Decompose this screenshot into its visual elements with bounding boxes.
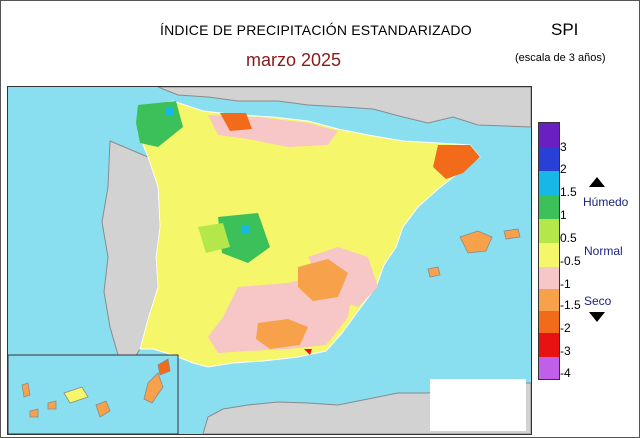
legend-tick: 0.5 [560, 231, 577, 245]
legend-tick: -4 [560, 366, 571, 380]
legend-color-bar [538, 122, 560, 380]
legend-swatch-minus-2 [539, 333, 559, 357]
menorca-landmass [503, 228, 521, 240]
spi-extreme-dry-spot [304, 349, 312, 355]
canary-island-la-palma [21, 382, 31, 398]
legend-tick: -1.5 [560, 298, 581, 312]
legend-swatch-minus-3 [539, 357, 559, 379]
spi-very-dry-catalonia [433, 145, 480, 179]
legend-tick: 1 [560, 208, 567, 222]
spi-very-dry-south [256, 319, 308, 349]
legend-tick: -3 [560, 344, 571, 358]
dry-arrow-icon [589, 312, 605, 322]
legend-tick: 2 [560, 162, 567, 176]
spi-very-dry-cantabria [220, 113, 252, 131]
legend-category-wet: Húmedo [583, 195, 629, 209]
scale-note: (escala de 3 años) [515, 52, 606, 64]
legend-swatch-3 [539, 123, 559, 147]
spi-wet-centre [218, 213, 270, 263]
legend-swatch-normal [539, 243, 559, 267]
legend-swatch-minus-1-5 [539, 311, 559, 333]
index-name: SPI [551, 20, 579, 39]
wet-arrow-icon [589, 177, 605, 187]
legend-tick: -0.5 [560, 254, 581, 268]
legend-swatch-0-5 [539, 219, 559, 243]
spi-map-canvas [8, 87, 531, 434]
legend-tick: 1.5 [560, 185, 577, 199]
spain-landmass [137, 100, 481, 368]
canary-island-lanzarote [157, 358, 171, 376]
canary-island-tenerife [63, 386, 89, 404]
spi-moderately-wet-centre [198, 223, 230, 253]
spi-map [7, 86, 532, 435]
legend-category-normal: Normal [584, 244, 623, 258]
legend-category-dry: Seco [584, 294, 612, 308]
legend-tick: -1 [560, 277, 571, 291]
mallorca-landmass [459, 230, 493, 254]
legend-swatch-minus-0-5 [539, 267, 559, 289]
france-landmass [157, 87, 531, 128]
ibiza-landmass [427, 266, 441, 278]
legend-swatch-minus-1 [539, 289, 559, 311]
legend-tick: 3 [560, 140, 567, 154]
spi-very-wet-spot-galicia [166, 107, 174, 115]
canary-island-el-hierro [29, 408, 39, 418]
spi-very-dry-southeast [298, 259, 348, 301]
legend-swatch-1-5 [539, 171, 559, 195]
canary-island-gran-canaria [95, 400, 111, 418]
legend-tick: -2 [560, 321, 571, 335]
spi-very-wet-spot-centre [242, 225, 250, 233]
legend-swatch-1 [539, 195, 559, 219]
canary-island-fuerteventura [143, 372, 164, 404]
figure-title: ÍNDICE DE PRECIPITACIÓN ESTANDARIZADO [160, 22, 472, 38]
period-label: marzo 2025 [246, 50, 342, 70]
aemet-logo [430, 379, 526, 431]
canary-island-la-gomera [47, 400, 57, 410]
legend-swatch-2 [539, 147, 559, 171]
